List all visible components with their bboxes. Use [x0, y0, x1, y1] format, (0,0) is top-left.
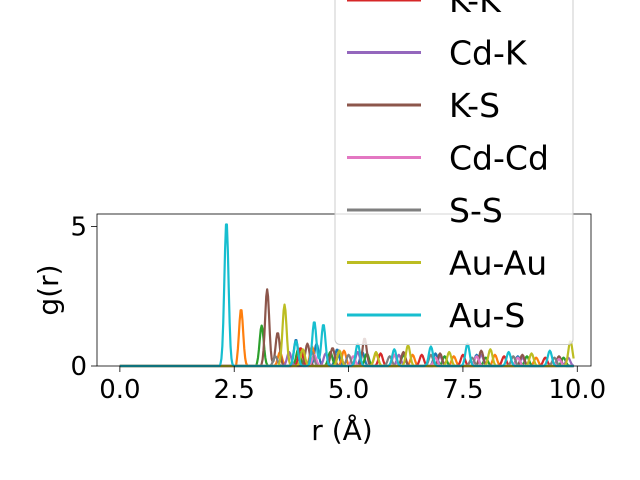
- y-axis-ticks: 05: [70, 213, 97, 382]
- legend-label-cd-cd: Cd-Cd: [449, 139, 549, 178]
- legend-label-au-s: Au-S: [449, 296, 525, 335]
- x-tick-label: 7.5: [442, 375, 483, 405]
- x-axis-label: r (Å): [311, 413, 372, 447]
- x-tick-label: 0.0: [99, 375, 140, 405]
- x-tick-label: 2.5: [214, 375, 255, 405]
- legend-label-cd-k: Cd-K: [449, 34, 528, 73]
- legend-label-k-k: K-K: [449, 0, 502, 20]
- y-tick-label: 5: [70, 213, 87, 243]
- legend: K-K Cd-K K-S Cd-Cd S-S Au-Au Au-S: [334, 0, 574, 345]
- legend-label-s-s: S-S: [449, 191, 503, 230]
- legend-label-k-s: K-S: [449, 86, 500, 125]
- y-axis-label: g(r): [32, 264, 65, 315]
- y-tick-label: 0: [70, 352, 87, 382]
- legend-label-au-au: Au-Au: [449, 244, 547, 283]
- legend-box: [334, 0, 574, 345]
- x-tick-label: 5.0: [328, 375, 369, 405]
- x-axis-ticks: 0.0 2.5 5.0 7.5 10.0: [99, 366, 606, 405]
- x-tick-label: 10.0: [548, 375, 606, 405]
